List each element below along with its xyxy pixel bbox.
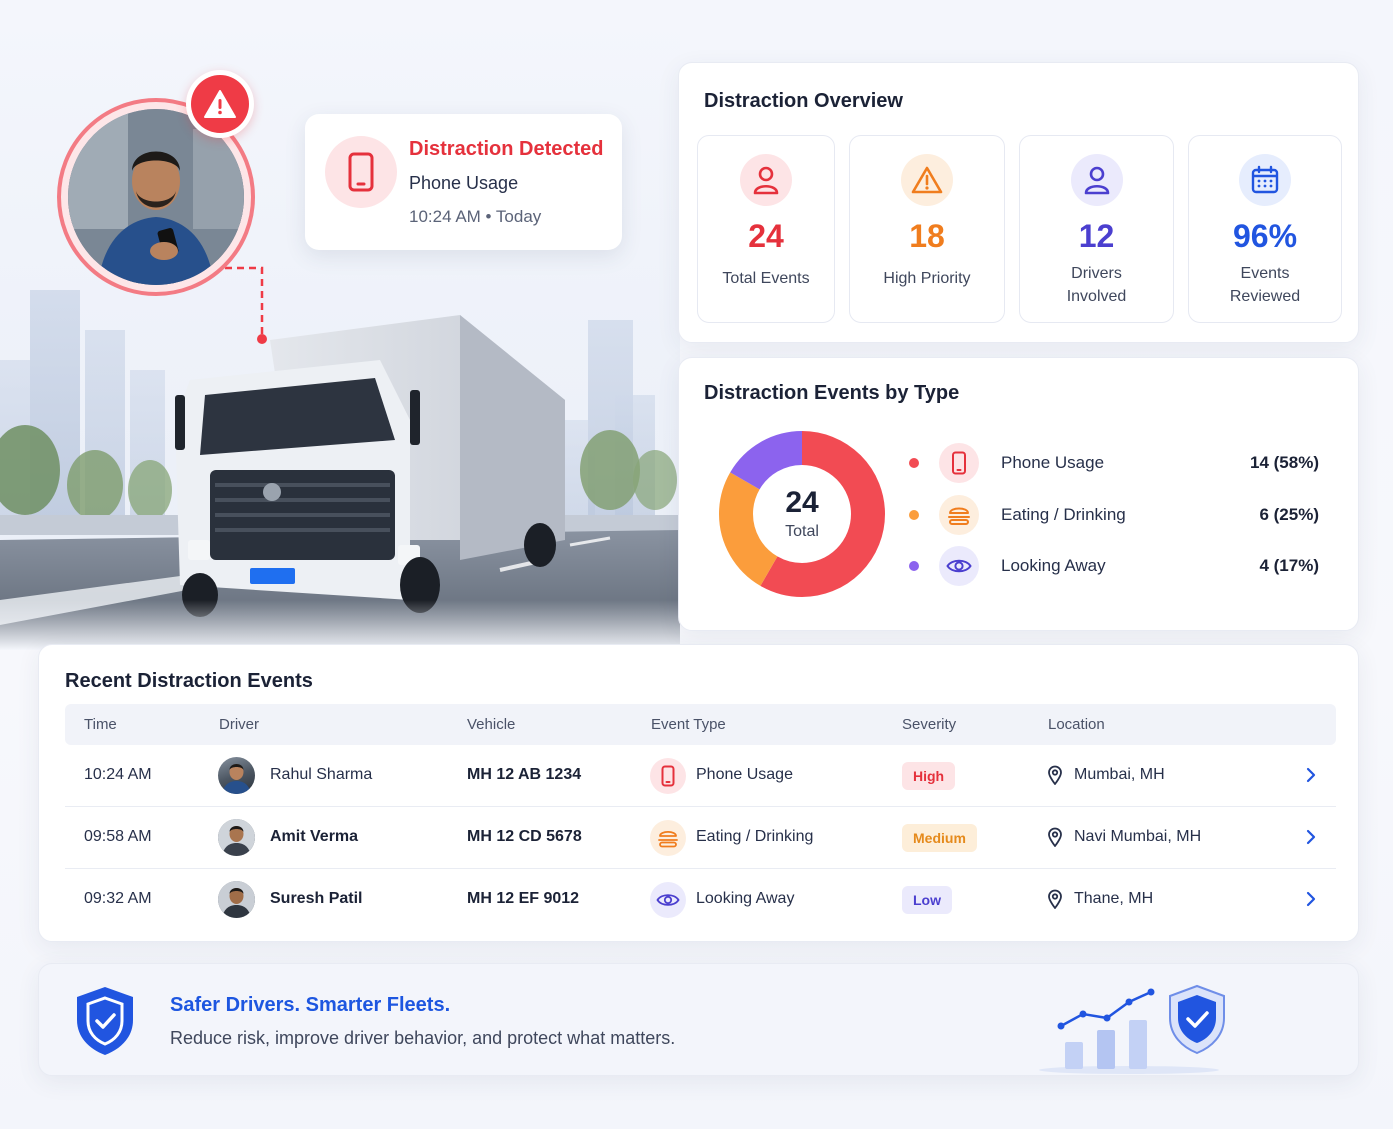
stat-label: High Priority [883,270,971,287]
distraction-alert-card[interactable]: Distraction Detected Phone Usage 10:24 A… [305,114,622,250]
stat-value: 18 [909,218,945,254]
stat-drivers-involved[interactable]: 12 Drivers Involved [1019,135,1174,323]
footer-subtitle: Reduce risk, improve driver behavior, an… [170,1028,676,1048]
burger-icon [939,495,979,535]
legend-value: 6 (25%) [1259,505,1319,524]
avatar [218,819,255,856]
donut-total-value: 24 [785,486,819,519]
column-time[interactable]: Time [84,716,117,733]
eye-icon [650,882,686,918]
stat-label: Events Reviewed [1229,265,1301,305]
phone-icon [939,443,979,483]
legend-label: Eating / Drinking [1001,505,1126,524]
driver-name: Amit Verma [270,828,359,845]
overview-title: Distraction Overview [704,90,903,112]
event-location: Navi Mumbai, MH [1074,828,1202,845]
legend-label: Looking Away [1001,556,1106,575]
legend-value: 14 (58%) [1250,453,1319,472]
event-type: Looking Away [696,890,795,907]
event-time: 10:24 AM [84,766,152,783]
severity-badge: High [902,762,956,790]
legend-item-eating-drinking[interactable]: Eating / Drinking 6 (25%) [909,495,1319,535]
alert-badge [186,70,254,138]
by-type-title: Distraction Events by Type [704,382,960,404]
location-pin-icon [1048,889,1062,909]
warning-icon [204,90,236,118]
column-location[interactable]: Location [1048,716,1105,733]
driver-camera-snapshot[interactable] [57,98,255,296]
donut-total-label: Total [785,523,819,540]
table-row[interactable]: 09:58 AM Amit Verma MH 12 CD 5678 Eating… [65,807,1336,869]
stat-events-reviewed[interactable]: 96% Events Reviewed [1188,135,1342,323]
event-location: Mumbai, MH [1074,766,1165,783]
legend-label: Phone Usage [1001,453,1105,472]
legend-dot [909,510,919,520]
legend-dot [909,458,919,468]
hero-illustration [0,0,680,650]
driver-photo [68,109,244,285]
growth-chart-illustration [1039,988,1219,1074]
vehicle-plate: MH 12 AB 1234 [467,766,582,783]
column-event-type[interactable]: Event Type [651,716,726,733]
warning-icon [901,154,953,206]
chevron-right-icon[interactable] [1305,889,1317,909]
footer-banner: Safer Drivers. Smarter Fleets. Reduce ri… [38,963,1359,1076]
severity-badge: Medium [902,824,977,852]
events-by-type-card: Distraction Events by Type 24 Total Phon… [678,357,1359,631]
distraction-overview-card: Distraction Overview 24 Total Events 18 … [678,62,1359,343]
stat-total-events[interactable]: 24 Total Events [697,135,835,323]
chevron-right-icon[interactable] [1305,765,1317,785]
stat-value: 96% [1232,218,1298,254]
avatar [218,757,255,794]
truck-road-scene [0,0,680,650]
event-time: 09:32 AM [84,890,152,907]
event-time: 09:58 AM [84,828,152,845]
vehicle-plate: MH 12 CD 5678 [467,828,582,845]
event-type: Eating / Drinking [696,828,814,845]
recent-events-card: Recent Distraction Events Time Driver Ve… [38,644,1359,942]
column-vehicle[interactable]: Vehicle [467,716,516,733]
location-pin-icon [1048,827,1062,847]
stat-high-priority[interactable]: 18 High Priority [849,135,1005,323]
legend-dot [909,561,919,571]
shield-check-icon [77,987,133,1055]
user-icon [740,154,792,206]
stat-label: Total Events [722,270,810,287]
shield-check-icon [1169,984,1225,1055]
vehicle-plate: MH 12 EF 9012 [467,890,580,907]
legend-item-phone-usage[interactable]: Phone Usage 14 (58%) [909,443,1319,483]
alert-time: 10:24 AM • Today [409,207,542,226]
alert-type: Phone Usage [409,173,519,193]
avatar [218,881,255,918]
calendar-icon [1239,154,1291,206]
chevron-right-icon[interactable] [1305,827,1317,847]
user-icon [1070,154,1123,206]
event-type: Phone Usage [696,766,793,783]
donut-slice-eating-drinking[interactable] [719,431,885,597]
legend-value: 4 (17%) [1259,556,1319,575]
phone-icon [325,136,397,208]
column-severity[interactable]: Severity [902,716,957,733]
burger-icon [650,820,686,856]
eye-icon [939,546,979,586]
table-row[interactable]: 10:24 AM Rahul Sharma MH 12 AB 1234 Phon… [65,745,1336,807]
stat-label: Drivers Involved [1066,265,1127,305]
legend-item-looking-away[interactable]: Looking Away 4 (17%) [909,546,1319,586]
recent-title: Recent Distraction Events [65,670,313,692]
footer-title: Safer Drivers. Smarter Fleets. [170,994,451,1016]
column-driver[interactable]: Driver [219,716,259,733]
table-header: Time Driver Vehicle Event Type Severity … [65,704,1336,745]
stat-value: 12 [1078,218,1115,254]
donut-chart [719,431,885,597]
driver-name: Rahul Sharma [270,766,373,783]
phone-icon [650,758,686,794]
alert-title: Distraction Detected [409,138,604,160]
location-pin-icon [1048,765,1062,785]
severity-badge: Low [902,886,952,914]
stat-value: 24 [748,218,784,254]
event-location: Thane, MH [1074,890,1154,907]
driver-name: Suresh Patil [270,890,363,907]
table-row[interactable]: 09:32 AM Suresh Patil MH 12 EF 9012 Look… [65,869,1336,931]
donut-slice-looking-away[interactable] [719,431,885,597]
